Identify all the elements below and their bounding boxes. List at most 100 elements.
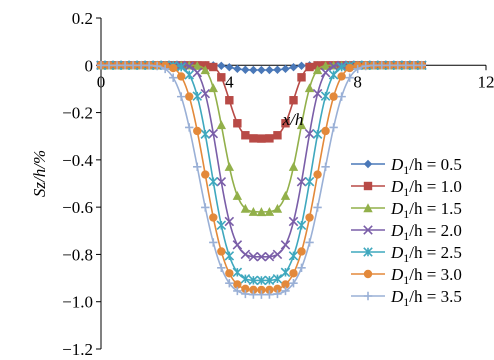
legend-marker bbox=[363, 247, 373, 257]
y-tick-label: −0.4 bbox=[62, 151, 93, 170]
series-5 bbox=[96, 61, 427, 295]
data-point bbox=[248, 251, 259, 262]
series-line bbox=[101, 64, 422, 296]
data-point bbox=[241, 289, 250, 299]
data-point bbox=[176, 62, 186, 72]
data-point bbox=[265, 290, 274, 299]
data-point bbox=[312, 65, 323, 75]
data-point bbox=[168, 63, 178, 73]
data-point bbox=[241, 65, 250, 74]
data-point bbox=[305, 62, 314, 72]
data-point bbox=[232, 240, 243, 250]
data-point bbox=[216, 177, 227, 187]
legend-marker bbox=[363, 269, 373, 279]
data-point bbox=[112, 61, 122, 70]
data-point bbox=[240, 274, 251, 284]
data-point bbox=[233, 119, 242, 128]
data-point bbox=[296, 220, 307, 231]
data-point bbox=[241, 131, 250, 140]
data-point bbox=[272, 203, 283, 213]
data-point bbox=[120, 61, 130, 70]
series-layer bbox=[96, 60, 427, 299]
data-point bbox=[256, 252, 267, 262]
axes: 0.20−0.2−0.4−0.6−0.8−1.0−1.20 4 8 12 bbox=[62, 9, 494, 359]
data-point bbox=[217, 61, 226, 71]
data-point bbox=[240, 249, 251, 260]
data-point bbox=[200, 129, 211, 139]
x-tick-label: 12 bbox=[478, 72, 494, 91]
data-point bbox=[289, 269, 298, 278]
data-point bbox=[208, 176, 219, 187]
data-point bbox=[248, 275, 259, 286]
data-point bbox=[337, 72, 346, 81]
axis-labels: x/h Sz/h/% bbox=[30, 110, 303, 197]
data-point bbox=[193, 162, 202, 171]
data-point bbox=[96, 61, 106, 70]
data-point bbox=[273, 289, 282, 299]
data-point bbox=[273, 131, 282, 140]
data-point bbox=[281, 119, 290, 128]
data-point bbox=[336, 62, 347, 72]
data-point bbox=[192, 60, 202, 70]
data-point bbox=[200, 65, 210, 75]
y-axis-label: Sz/h/% bbox=[30, 150, 49, 197]
data-point bbox=[320, 67, 331, 78]
data-point bbox=[249, 285, 258, 295]
data-point bbox=[225, 63, 234, 72]
data-point bbox=[377, 61, 386, 70]
data-point bbox=[304, 83, 315, 93]
data-point bbox=[193, 126, 202, 136]
data-point bbox=[297, 263, 306, 272]
data-point bbox=[265, 65, 274, 75]
data-point bbox=[209, 238, 218, 247]
data-point bbox=[225, 279, 234, 288]
series-line bbox=[101, 64, 422, 140]
y-tick-label: 0 bbox=[85, 56, 94, 75]
data-point bbox=[160, 64, 170, 74]
data-point bbox=[361, 61, 370, 71]
data-point bbox=[184, 70, 194, 80]
legend-item: D1/h = 3.5 bbox=[351, 287, 462, 309]
data-point bbox=[256, 207, 267, 217]
data-point bbox=[168, 73, 178, 82]
data-point bbox=[265, 134, 274, 143]
data-point bbox=[296, 120, 307, 130]
data-point bbox=[208, 83, 218, 93]
data-point bbox=[393, 61, 402, 70]
data-point bbox=[104, 61, 114, 70]
data-point bbox=[289, 279, 298, 288]
data-point bbox=[264, 251, 275, 262]
data-point bbox=[369, 61, 378, 70]
legend-item: D1/h = 3.0 bbox=[351, 265, 462, 287]
x-tick-label: 4 bbox=[225, 72, 234, 91]
legend-label: D1/h = 1.5 bbox=[390, 199, 462, 221]
legend-marker bbox=[363, 203, 373, 213]
data-point bbox=[264, 206, 275, 216]
legend-marker bbox=[363, 291, 373, 301]
data-point bbox=[249, 290, 258, 299]
legend-item: D1/h = 1.0 bbox=[351, 177, 462, 199]
data-point bbox=[264, 275, 275, 286]
data-point bbox=[328, 61, 339, 72]
data-point bbox=[225, 96, 234, 105]
data-point bbox=[192, 91, 203, 101]
legend-label: D1/h = 1.0 bbox=[390, 177, 462, 199]
data-point bbox=[288, 251, 299, 261]
data-point bbox=[152, 61, 162, 71]
data-point bbox=[296, 177, 307, 187]
data-point bbox=[321, 162, 330, 171]
data-point bbox=[265, 285, 274, 295]
data-point bbox=[329, 123, 338, 132]
data-point bbox=[216, 220, 227, 231]
data-point bbox=[312, 129, 323, 139]
data-point bbox=[304, 176, 315, 187]
data-point bbox=[385, 61, 394, 70]
data-point bbox=[232, 267, 243, 278]
legend-label: D1/h = 0.5 bbox=[390, 155, 462, 177]
data-point bbox=[209, 213, 218, 222]
series-line bbox=[101, 64, 422, 258]
x-tick-label: 8 bbox=[353, 72, 362, 91]
data-point bbox=[249, 65, 258, 75]
data-point bbox=[217, 73, 226, 82]
